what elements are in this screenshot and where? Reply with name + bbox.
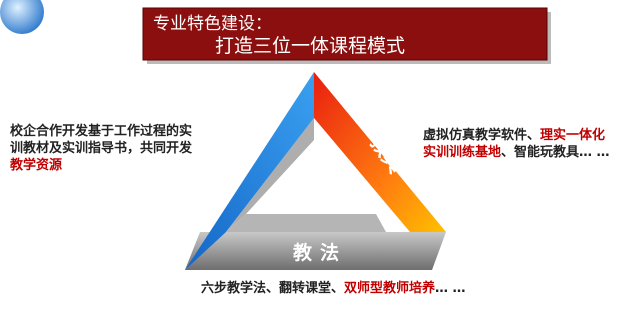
highlight: 教学资源 [10, 158, 62, 173]
left-text: 校企合作开发基于工作过程的实训教材及实训指导书，共同开发教学资源 [10, 123, 194, 174]
logo-icon [0, 0, 44, 34]
slide: 专业特色建设： 打造三位一体课程模式 教材 教具 教法 校企合作开发基于工作过程… [0, 0, 621, 309]
triangle-label: 教法 [293, 241, 347, 264]
text: 、智能玩教具… … [501, 145, 610, 160]
bottom-text: 六步教学法、翻转课堂、双师型教师培养… … [201, 280, 481, 297]
title-line: 专业特色建设： [153, 14, 272, 34]
highlight: 双师型教师培养 [344, 281, 435, 296]
text: … … [435, 281, 466, 296]
right-text: 虚拟仿真教学软件、理实一体化实训训练基地、智能玩教具… … [423, 127, 615, 161]
text: 虚拟仿真教学软件、 [423, 128, 540, 143]
text: 六步教学法、翻转课堂、 [201, 281, 344, 296]
text: 校企合作开发基于工作过程的实训教材及实训指导书，共同开发 [10, 124, 192, 156]
title-line: 打造三位一体课程模式 [215, 35, 405, 57]
band-inner [226, 214, 386, 232]
